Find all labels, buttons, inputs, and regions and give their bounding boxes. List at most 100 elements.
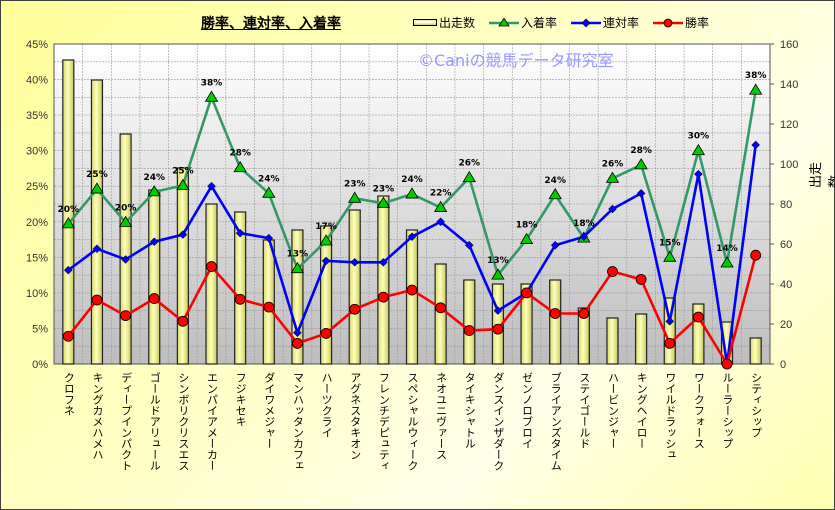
point-quinella-rate — [493, 306, 503, 316]
point-win-rate — [578, 308, 590, 319]
data-label-place-rate: 25% — [172, 167, 194, 177]
right-axis-tick-label: 160 — [780, 39, 798, 51]
data-label-place-rate: 15% — [659, 238, 681, 248]
point-quinella-rate — [464, 240, 474, 250]
point-place-rate — [720, 256, 734, 268]
legend-item-runs: 出走数 — [413, 14, 475, 31]
x-axis-category-label: ゴールドアリュール — [148, 372, 162, 471]
legend: 出走数 入着率 連対率 勝率 — [413, 14, 709, 31]
bar-runs — [205, 203, 218, 365]
point-win-rate — [463, 325, 475, 336]
data-label-place-rate: 26% — [459, 159, 481, 169]
point-place-rate — [376, 196, 391, 208]
data-label-place-rate: 13% — [487, 256, 509, 266]
right-axis-tick-label: 80 — [780, 199, 792, 211]
legend-bar-swatch — [413, 19, 437, 26]
point-quinella-rate — [178, 230, 188, 239]
point-win-rate — [377, 291, 389, 303]
legend-triangle-icon — [489, 17, 520, 26]
point-quinella-rate — [608, 204, 617, 214]
point-quinella-rate — [92, 244, 102, 254]
data-label-place-rate: 18% — [573, 219, 595, 229]
right-axis-tick-label: 20 — [780, 319, 792, 331]
data-label-place-rate: 14% — [716, 244, 738, 254]
point-win-rate — [635, 273, 647, 285]
left-axis-tick-label: 30% — [26, 146, 48, 158]
data-label-place-rate: 38% — [201, 78, 223, 88]
bar-runs — [434, 263, 447, 365]
data-label-place-rate: 20% — [58, 205, 80, 215]
point-quinella-rate — [407, 232, 417, 242]
point-win-rate — [521, 287, 532, 299]
bar-runs — [749, 337, 762, 365]
bar-runs — [635, 313, 648, 365]
x-axis-category-label: シンボリクリスエス — [176, 372, 190, 471]
x-axis-category-label: ステイゴールド — [577, 372, 591, 449]
x-axis-category-label: ゼンノロブロイ — [520, 372, 534, 449]
point-quinella-rate — [436, 217, 445, 227]
point-place-rate — [176, 178, 190, 190]
point-quinella-rate — [751, 140, 761, 150]
data-label-place-rate: 17% — [315, 222, 337, 232]
left-axis-tick-label: 35% — [26, 110, 48, 122]
point-quinella-rate — [207, 181, 216, 191]
legend-label: 入着率 — [521, 16, 558, 30]
point-quinella-rate — [264, 233, 274, 243]
right-axis-tick-label: 120 — [780, 119, 798, 131]
x-axis-category-label: ブライアンズタイム — [549, 372, 563, 471]
point-place-rate — [634, 158, 648, 170]
left-axis-tick-label: 45% — [26, 39, 48, 51]
bar-runs — [319, 225, 333, 365]
point-place-rate — [462, 170, 476, 183]
point-quinella-rate — [579, 232, 589, 242]
x-axis-category-label: ネオユニヴァース — [434, 372, 448, 460]
data-label-place-rate: 30% — [688, 132, 710, 142]
point-win-rate — [693, 311, 704, 323]
left-axis-tick-label: 25% — [26, 181, 48, 193]
bar-runs — [692, 303, 705, 365]
data-label-place-rate: 23% — [344, 179, 366, 189]
x-axis-category-label: ハーツクライ — [320, 372, 334, 438]
point-quinella-rate — [149, 237, 159, 247]
point-win-rate — [62, 330, 74, 342]
x-axis-category-label: エンパイアメーカー — [205, 372, 219, 471]
watermark: ©Caniの競馬データ研究室 — [418, 51, 614, 70]
x-axis-category-label: ワークフォース — [692, 372, 706, 449]
point-quinella-rate — [350, 257, 360, 267]
point-win-rate — [664, 337, 676, 349]
bar-runs — [348, 209, 361, 365]
legend-diamond-icon — [571, 18, 602, 27]
point-quinella-rate — [321, 256, 331, 266]
point-place-rate — [605, 171, 620, 183]
data-label-place-rate: 26% — [602, 159, 624, 169]
point-win-rate — [206, 261, 217, 272]
x-axis-category-label: シティシップ — [749, 372, 763, 438]
point-win-rate — [148, 293, 160, 304]
left-axis-tick-label: 40% — [26, 75, 48, 87]
point-place-rate — [147, 185, 161, 197]
left-axis-tick-label: 0% — [32, 359, 48, 371]
bar-runs — [520, 283, 533, 365]
bar-runs — [119, 133, 132, 365]
right-axis-tick-label: 140 — [780, 79, 798, 91]
point-place-rate — [691, 143, 706, 156]
point-place-rate — [519, 232, 534, 244]
legend-label: 連対率 — [603, 16, 640, 30]
data-label-place-rate: 24% — [143, 173, 165, 183]
point-quinella-rate — [121, 255, 130, 264]
point-place-rate — [405, 187, 419, 199]
data-label-place-rate: 24% — [258, 174, 280, 184]
x-axis-category-label: マンハッタンカフェ — [291, 372, 305, 471]
x-axis-category-label: ハービンジャー — [606, 372, 620, 449]
bar-runs — [291, 229, 304, 365]
point-win-rate — [492, 323, 504, 335]
point-place-rate — [319, 234, 333, 246]
left-axis-tick-label: 5% — [32, 323, 48, 335]
right-axis-tick-label: 60 — [780, 239, 792, 251]
point-place-rate — [290, 261, 305, 274]
point-win-rate — [292, 337, 303, 349]
x-axis-category-label: ダイワメジャー — [262, 372, 276, 449]
point-quinella-rate — [293, 328, 302, 338]
bar-runs — [577, 307, 590, 365]
